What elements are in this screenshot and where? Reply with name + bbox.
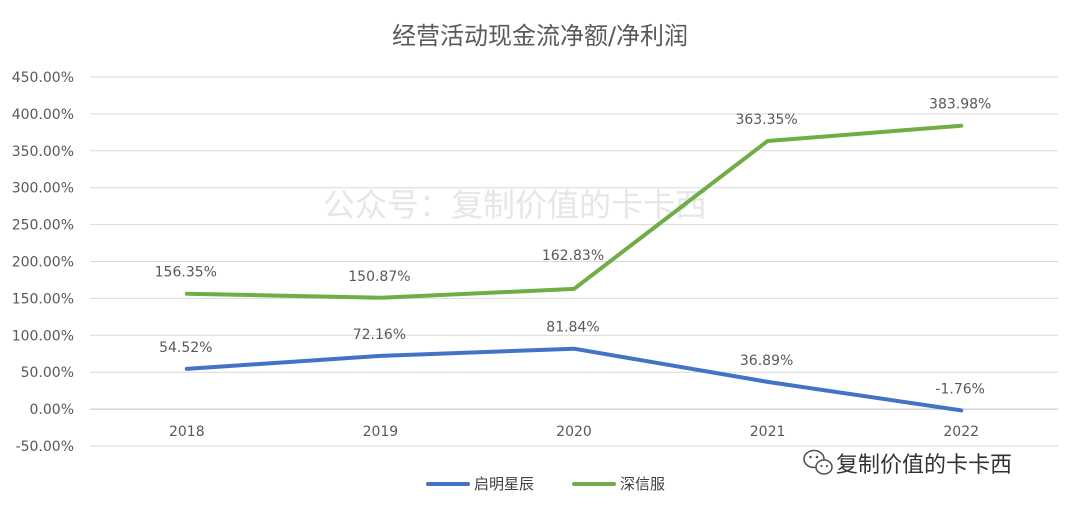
y-axis: -50.00% 0.00% 50.00% 100.00% 150.00% 200.00% 2… bbox=[12, 70, 74, 455]
brand-text: 复制价值的卡卡西 bbox=[836, 453, 1012, 478]
data-label: 150.87% bbox=[348, 269, 410, 285]
y-tick-label: 100.00% bbox=[12, 328, 74, 344]
data-label: 81.84% bbox=[546, 320, 599, 336]
x-tick-label: 2019 bbox=[363, 424, 399, 440]
y-tick-label: 50.00% bbox=[21, 365, 74, 381]
y-tick-label: 400.00% bbox=[12, 107, 74, 123]
y-tick-label: 250.00% bbox=[12, 218, 74, 234]
legend-entry: 深信服 bbox=[620, 475, 665, 493]
watermark: 公众号：复制价值的卡卡西 bbox=[323, 186, 707, 224]
x-tick-label: 2022 bbox=[943, 424, 979, 440]
x-tick-label: 2020 bbox=[556, 424, 592, 440]
y-tick-label: 350.00% bbox=[12, 144, 74, 160]
y-tick-label: 450.00% bbox=[12, 70, 74, 86]
wechat-icon bbox=[803, 449, 833, 475]
series-line-1 bbox=[184, 346, 964, 413]
y-tick-label: 200.00% bbox=[12, 255, 74, 271]
data-label: 54.52% bbox=[159, 340, 212, 356]
y-tick-label: -50.00% bbox=[16, 439, 74, 455]
data-label: 72.16% bbox=[353, 327, 406, 343]
x-tick-label: 2021 bbox=[750, 424, 786, 440]
y-tick-label: 300.00% bbox=[12, 181, 74, 197]
legend-entry: 启明星辰 bbox=[474, 475, 534, 493]
data-label: 383.98% bbox=[929, 97, 991, 113]
legend: 启明星辰 深信服 bbox=[426, 475, 665, 493]
data-label: 162.83% bbox=[542, 248, 604, 264]
x-tick-label: 2018 bbox=[169, 424, 205, 440]
data-label: 363.35% bbox=[735, 112, 797, 128]
brand: 复制价值的卡卡西 bbox=[803, 449, 1012, 478]
data-label: -1.76% bbox=[935, 381, 985, 397]
series-layer: 54.52% 72.16% 81.84% 36.89% -1.76% 156.35% 150… bbox=[155, 97, 991, 413]
series-line-2 bbox=[184, 123, 964, 300]
y-tick-label: 150.00% bbox=[12, 291, 74, 307]
y-tick-label: 0.00% bbox=[30, 402, 74, 418]
gridlines bbox=[90, 76, 1058, 447]
chart-title: 经营活动现金流净额/净利润 bbox=[392, 22, 688, 50]
x-axis: 2018 2019 2020 2021 2022 bbox=[169, 424, 979, 440]
data-label: 156.35% bbox=[155, 265, 217, 281]
data-label: 36.89% bbox=[740, 353, 793, 369]
